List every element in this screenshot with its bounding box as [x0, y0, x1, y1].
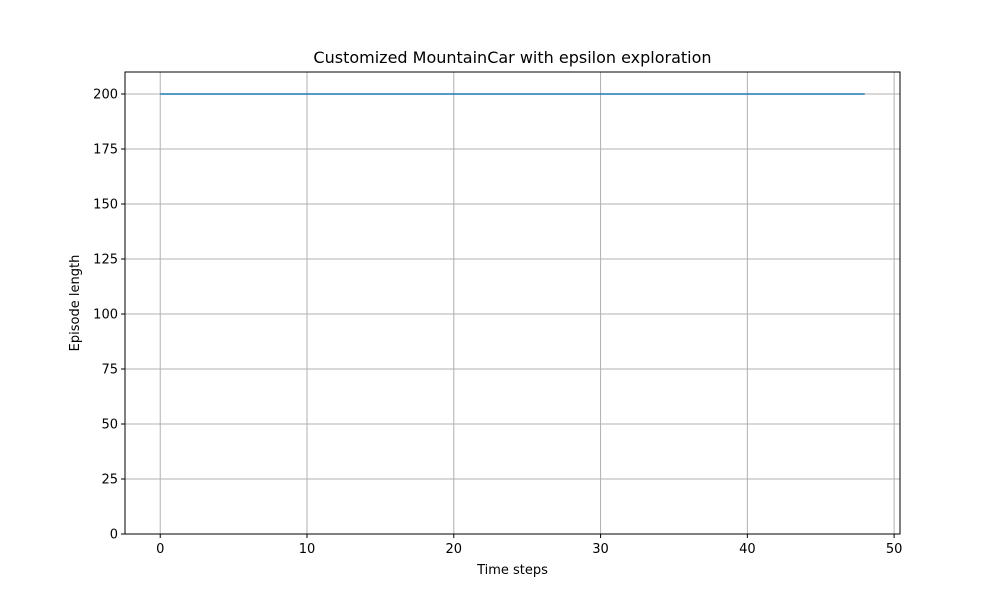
y-tick-label: 25 [101, 473, 118, 488]
y-axis-label: Episode length [68, 255, 83, 352]
y-tick-label: 125 [93, 253, 118, 268]
x-tick-label: 50 [886, 542, 903, 557]
chart-title: Customized MountainCar with epsilon expl… [313, 48, 711, 67]
y-tick-label: 75 [101, 363, 118, 378]
y-tick-label: 150 [93, 198, 118, 213]
y-tick-label: 100 [93, 308, 118, 323]
y-tick-label: 50 [101, 418, 118, 433]
x-tick-label: 10 [299, 542, 316, 557]
ticks: 0 10 20 30 40 50 0 25 50 75 100 125 150 175 200 [93, 88, 902, 558]
plot-frame [124, 71, 901, 535]
y-tick-label: 0 [110, 528, 118, 543]
x-tick-label: 20 [446, 542, 463, 557]
x-axis-label: Time steps [476, 563, 548, 578]
y-tick-label: 175 [93, 143, 118, 158]
x-tick-label: 0 [156, 542, 164, 557]
x-tick-label: 30 [592, 542, 609, 557]
y-tick-label: 200 [93, 88, 118, 103]
grid [125, 72, 900, 535]
x-tick-label: 40 [739, 542, 756, 557]
